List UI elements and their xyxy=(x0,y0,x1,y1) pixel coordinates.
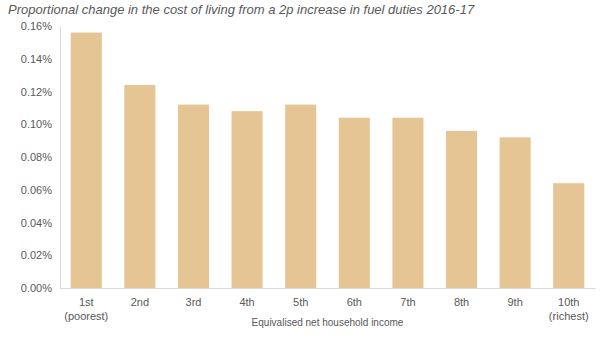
chart: Proportional change in the cost of livin… xyxy=(0,0,605,353)
x-tick: 10th(richest) xyxy=(549,288,589,322)
x-tick-label: 5th xyxy=(293,296,308,308)
bar xyxy=(232,111,263,288)
bar xyxy=(71,33,102,288)
y-tick: 0.12% xyxy=(21,86,60,98)
bar xyxy=(339,118,370,288)
x-tick: 3rd xyxy=(186,288,202,308)
y-tick: 0.06% xyxy=(21,184,60,196)
bar xyxy=(124,85,155,288)
x-tick-label: 9th xyxy=(507,296,522,308)
y-tick: 0.10% xyxy=(21,118,60,130)
bar xyxy=(500,137,531,288)
x-tick-label: 2nd xyxy=(131,296,149,308)
x-tick-label: 4th xyxy=(239,296,254,308)
title: Proportional change in the cost of livin… xyxy=(8,2,475,17)
y-tick-label: 0.10% xyxy=(21,118,52,130)
x-tick: 1st(poorest) xyxy=(64,288,108,322)
x-axis-line xyxy=(61,288,596,289)
plot: 0.00% 0.02% 0.04% 0.06% 0.08% 0.10% 0.12% 0.14%… xyxy=(21,20,596,322)
y-tick: 0.00% xyxy=(21,282,60,294)
x-tick-label: 6th xyxy=(347,296,362,308)
x-tick: 9th xyxy=(507,288,522,308)
bar xyxy=(392,118,423,288)
x-tick: 6th xyxy=(347,288,362,308)
y-tick-label: 0.02% xyxy=(21,249,52,261)
y-axis-line xyxy=(60,27,61,289)
y-tick: 0.04% xyxy=(21,217,60,229)
x-tick-label: 1st(poorest) xyxy=(64,296,108,322)
x-tick: 5th xyxy=(293,288,308,308)
bar xyxy=(553,183,584,288)
x-tick: 8th xyxy=(454,288,469,308)
x-tick-label: 3rd xyxy=(186,296,202,308)
y-tick: 0.02% xyxy=(21,249,60,261)
y-tick: 0.08% xyxy=(21,151,60,163)
x-tick: 7th xyxy=(400,288,415,308)
x-tick: 4th xyxy=(239,288,254,308)
bar xyxy=(178,105,209,288)
y-axis: 0.00% 0.02% 0.04% 0.06% 0.08% 0.10% 0.12% 0.14%… xyxy=(21,20,61,294)
x-tick: 2nd xyxy=(131,288,149,308)
x-axis-title: Equivalised net household income xyxy=(252,317,404,328)
bars xyxy=(71,33,585,288)
y-tick-label: 0.00% xyxy=(21,282,52,294)
y-tick: 0.14% xyxy=(21,53,60,65)
x-tick-label: 7th xyxy=(400,296,415,308)
x-tick-label: 8th xyxy=(454,296,469,308)
y-tick-label: 0.06% xyxy=(21,184,52,196)
y-tick-label: 0.08% xyxy=(21,151,52,163)
y-tick-label: 0.04% xyxy=(21,217,52,229)
y-tick-label: 0.14% xyxy=(21,53,52,65)
y-tick-label: 0.16% xyxy=(21,20,52,32)
x-tick-label: 10th(richest) xyxy=(549,296,589,322)
bar xyxy=(285,105,316,288)
y-tick: 0.16% xyxy=(21,20,60,32)
bar xyxy=(446,131,477,288)
y-tick-label: 0.12% xyxy=(21,86,52,98)
